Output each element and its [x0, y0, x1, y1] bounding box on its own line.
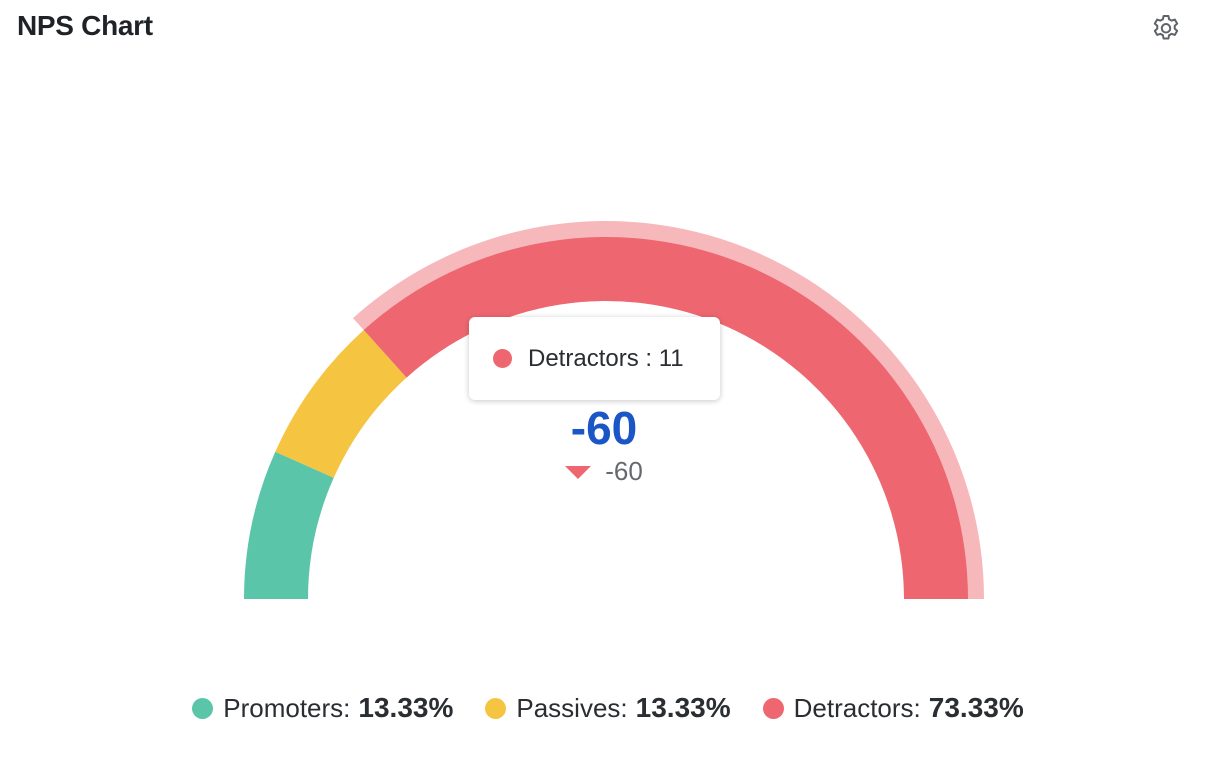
- passives-dot-icon: [485, 697, 507, 719]
- legend-label-detractors: Detractors: [793, 692, 914, 723]
- legend-value-detractors: 73.33%: [928, 692, 1024, 723]
- nps-delta-value: -60: [605, 456, 643, 486]
- legend-item-promoters[interactable]: Promoters:13.33%: [192, 692, 453, 724]
- promoters-dot-icon: [192, 697, 214, 719]
- tooltip-label: Detractors : 11: [528, 344, 684, 372]
- gauge-segment-promoters[interactable]: [244, 451, 334, 599]
- gear-icon: [1153, 14, 1179, 40]
- legend-value-promoters: 13.33%: [358, 692, 454, 723]
- down-triangle-icon: [565, 466, 592, 479]
- nps-delta: -60: [504, 456, 704, 487]
- gauge-segment-passives[interactable]: [275, 330, 407, 478]
- legend-item-detractors[interactable]: Detractors:73.33%: [762, 692, 1024, 724]
- legend-label-passives: Passives: [516, 692, 621, 723]
- chart-title: NPS Chart: [17, 10, 153, 41]
- chart-legend: Promoters:13.33% Passives:13.33% Detract…: [0, 692, 1216, 724]
- legend-item-passives[interactable]: Passives:13.33%: [485, 692, 731, 724]
- settings-button[interactable]: [1148, 11, 1184, 47]
- detractors-dot-icon: [762, 697, 784, 719]
- tooltip-dot-icon: [493, 349, 512, 368]
- nps-score: -60: [570, 402, 638, 454]
- chart-tooltip: Detractors : 11: [469, 317, 720, 400]
- legend-value-passives: 13.33%: [635, 692, 731, 723]
- gauge-segment-detractors[interactable]: [363, 237, 968, 599]
- legend-label-promoters: Promoters: [223, 692, 344, 723]
